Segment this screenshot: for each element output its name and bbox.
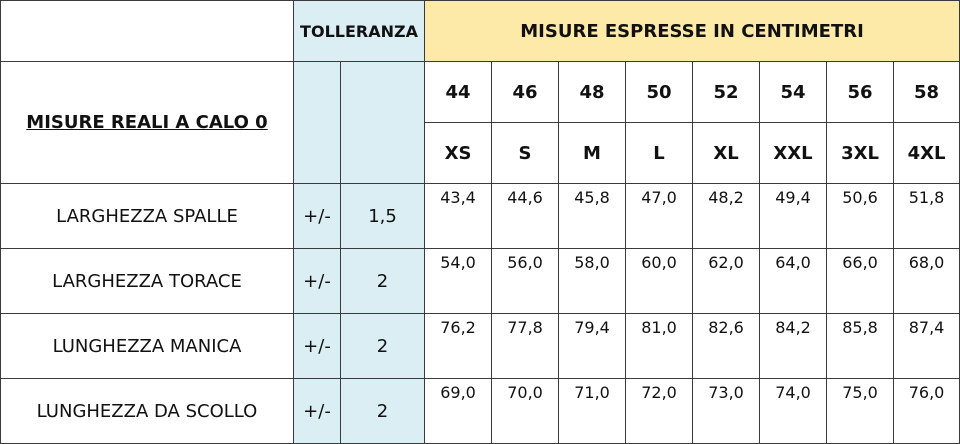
size-number: 46 (491, 61, 560, 123)
measure-value: 75,0 (826, 378, 895, 444)
measure-value: 77,8 (491, 313, 560, 379)
measure-value: 45,8 (558, 183, 627, 249)
measure-value: 87,4 (893, 313, 960, 379)
size-number: 54 (759, 61, 828, 123)
size-number: 56 (826, 61, 895, 123)
tolerance-value: 2 (339, 378, 426, 444)
size-letter: XS (424, 122, 493, 184)
table-row: LARGHEZZA SPALLE +/- 1,5 43,4 44,6 45,8 … (0, 183, 960, 249)
measure-value: 60,0 (625, 248, 694, 314)
measure-value: 58,0 (558, 248, 627, 314)
measure-value: 71,0 (558, 378, 627, 444)
measure-value: 70,0 (491, 378, 560, 444)
size-number: 44 (424, 61, 493, 123)
table-row: LUNGHEZZA MANICA +/- 2 76,2 77,8 79,4 81… (0, 313, 960, 379)
size-letter: L (625, 122, 694, 184)
measure-value: 56,0 (491, 248, 560, 314)
measure-label: LARGHEZZA SPALLE (0, 183, 294, 249)
measure-value: 72,0 (625, 378, 694, 444)
size-letter: M (558, 122, 627, 184)
tolerance-header-value-cell (339, 61, 426, 184)
size-letter: XL (692, 122, 761, 184)
size-number: 52 (692, 61, 761, 123)
measure-value: 76,0 (893, 378, 960, 444)
measure-value: 85,8 (826, 313, 895, 379)
size-number: 48 (558, 61, 627, 123)
title-row: TOLLERANZA MISURE ESPRESSE IN CENTIMETRI (0, 0, 960, 62)
numeric-sizes-row: MISURE REALI A CALO 0 44 46 48 50 52 54 … (0, 61, 960, 184)
tolerance-sign: +/- (293, 313, 341, 379)
tolerance-value: 2 (339, 248, 426, 314)
measure-value: 49,4 (759, 183, 828, 249)
measure-value: 82,6 (692, 313, 761, 379)
measure-value: 64,0 (759, 248, 828, 314)
measure-value: 74,0 (759, 378, 828, 444)
measure-label: LUNGHEZZA MANICA (0, 313, 294, 379)
measure-value: 76,2 (424, 313, 493, 379)
measure-value: 84,2 (759, 313, 828, 379)
measure-value: 51,8 (893, 183, 960, 249)
measure-value: 73,0 (692, 378, 761, 444)
tolerance-header-sign-cell (293, 61, 341, 184)
size-number: 58 (893, 61, 960, 123)
tolerance-sign: +/- (293, 183, 341, 249)
table-row: LUNGHEZZA DA SCOLLO +/- 2 69,0 70,0 71,0… (0, 378, 960, 444)
tolerance-value: 2 (339, 313, 426, 379)
size-letter: 3XL (826, 122, 895, 184)
table-row: LARGHEZZA TORACE +/- 2 54,0 56,0 58,0 60… (0, 248, 960, 314)
size-letter: XXL (759, 122, 828, 184)
measure-value: 68,0 (893, 248, 960, 314)
measure-value: 44,6 (491, 183, 560, 249)
measure-value: 50,6 (826, 183, 895, 249)
tolerance-value: 1,5 (339, 183, 426, 249)
measure-value: 79,4 (558, 313, 627, 379)
size-letter: 4XL (893, 122, 960, 184)
blank-corner-cell (0, 0, 294, 62)
measure-value: 66,0 (826, 248, 895, 314)
measure-value: 48,2 (692, 183, 761, 249)
measure-value: 47,0 (625, 183, 694, 249)
measure-value: 81,0 (625, 313, 694, 379)
size-letter: S (491, 122, 560, 184)
tolerance-title: TOLLERANZA (292, 0, 426, 62)
main-label: MISURE REALI A CALO 0 (0, 61, 294, 184)
measure-value: 69,0 (424, 378, 493, 444)
size-number: 50 (625, 61, 694, 123)
measure-value: 62,0 (692, 248, 761, 314)
measure-value: 54,0 (424, 248, 493, 314)
measure-value: 43,4 (424, 183, 493, 249)
measure-label: LARGHEZZA TORACE (0, 248, 294, 314)
measures-title: MISURE ESPRESSE IN CENTIMETRI (424, 0, 960, 62)
measure-label: LUNGHEZZA DA SCOLLO (0, 378, 294, 444)
letter-sizes-row: XS S M L XL XXL 3XL 4XL (1, 122, 960, 184)
tolerance-sign: +/- (293, 378, 341, 444)
tolerance-sign: +/- (293, 248, 341, 314)
